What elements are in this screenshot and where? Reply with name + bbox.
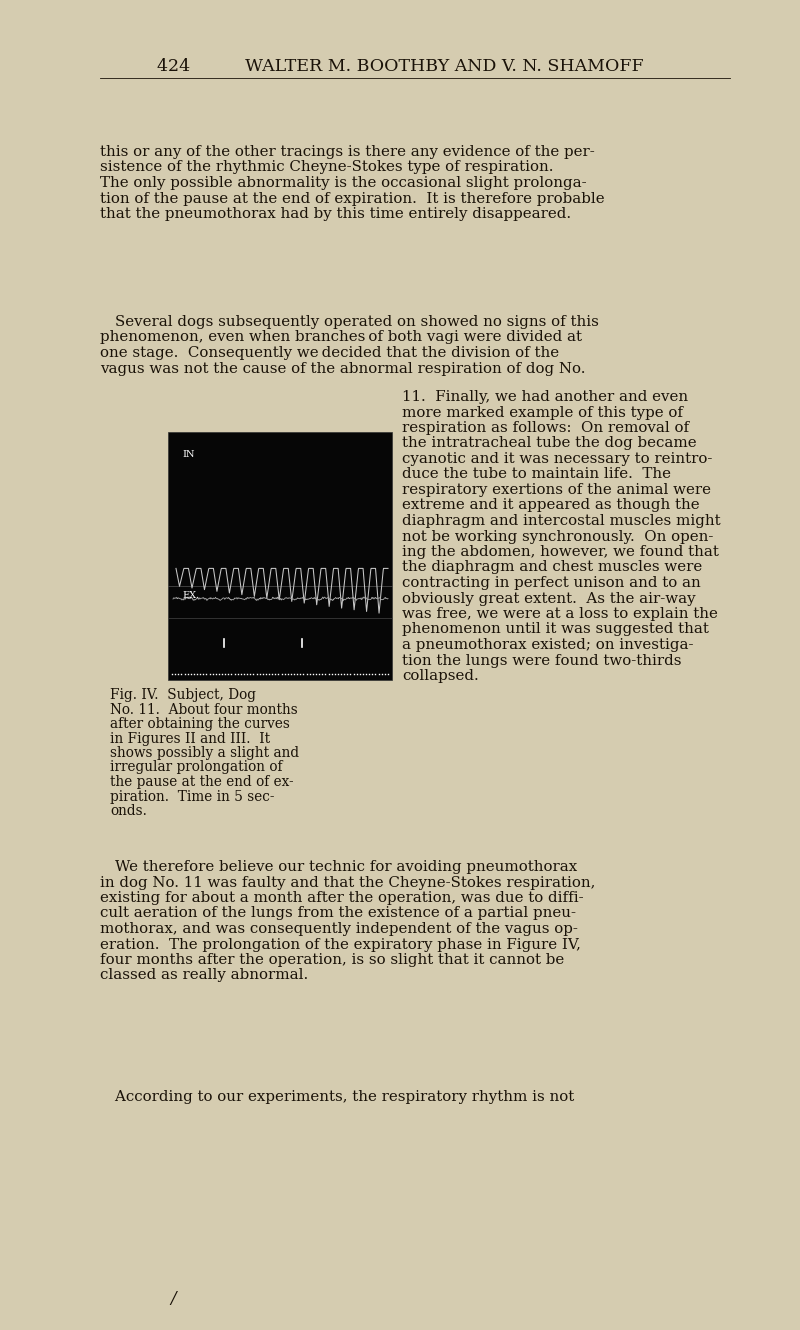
Text: 11.  Finally, we had another and even: 11. Finally, we had another and even bbox=[402, 390, 688, 404]
Text: existing for about a month after the operation, was due to diffi-: existing for about a month after the ope… bbox=[100, 891, 584, 904]
Text: piration.  Time in 5 sec-: piration. Time in 5 sec- bbox=[110, 790, 274, 803]
Text: IN: IN bbox=[182, 450, 194, 459]
Text: cult aeration of the lungs from the existence of a partial pneu-: cult aeration of the lungs from the exis… bbox=[100, 907, 576, 920]
Text: that the pneumothorax had by this time entirely disappeared.: that the pneumothorax had by this time e… bbox=[100, 207, 571, 221]
Text: According to our experiments, the respiratory rhythm is not: According to our experiments, the respir… bbox=[100, 1091, 574, 1104]
Text: eration.  The prolongation of the expiratory phase in Figure IV,: eration. The prolongation of the expirat… bbox=[100, 938, 581, 951]
Text: respiration as follows:  On removal of: respiration as follows: On removal of bbox=[402, 422, 689, 435]
Text: ing the abdomen, however, we found that: ing the abdomen, however, we found that bbox=[402, 545, 719, 559]
Text: the pause at the end of ex-: the pause at the end of ex- bbox=[110, 775, 294, 789]
Text: the intratracheal tube the dog became: the intratracheal tube the dog became bbox=[402, 436, 697, 451]
Text: Several dogs subsequently operated on showed no signs of this: Several dogs subsequently operated on sh… bbox=[100, 315, 599, 329]
Text: was free, we were at a loss to explain the: was free, we were at a loss to explain t… bbox=[402, 606, 718, 621]
Text: onds.: onds. bbox=[110, 805, 147, 818]
Text: more marked example of this type of: more marked example of this type of bbox=[402, 406, 683, 419]
Text: shows possibly a slight and: shows possibly a slight and bbox=[110, 746, 299, 759]
Text: extreme and it appeared as though the: extreme and it appeared as though the bbox=[402, 499, 700, 512]
Text: tion the lungs were found two-thirds: tion the lungs were found two-thirds bbox=[402, 653, 682, 668]
Text: 424          WALTER M. BOOTHBY AND V. N. SHAMOFF: 424 WALTER M. BOOTHBY AND V. N. SHAMOFF bbox=[157, 59, 643, 74]
Text: the diaphragm and chest muscles were: the diaphragm and chest muscles were bbox=[402, 560, 702, 575]
Text: tion of the pause at the end of expiration.  It is therefore probable: tion of the pause at the end of expirati… bbox=[100, 192, 605, 206]
Text: one stage.  Consequently we decided that the division of the: one stage. Consequently we decided that … bbox=[100, 346, 559, 360]
Text: sistence of the rhythmic Cheyne-Stokes type of respiration.: sistence of the rhythmic Cheyne-Stokes t… bbox=[100, 161, 554, 174]
Text: contracting in perfect unison and to an: contracting in perfect unison and to an bbox=[402, 576, 701, 591]
Text: irregular prolongation of: irregular prolongation of bbox=[110, 761, 282, 774]
Text: phenomenon, even when branches of both vagi were divided at: phenomenon, even when branches of both v… bbox=[100, 330, 582, 344]
Text: vagus was not the cause of the abnormal respiration of dog No.: vagus was not the cause of the abnormal … bbox=[100, 362, 586, 375]
Text: EX.: EX. bbox=[182, 592, 199, 600]
Text: /: / bbox=[170, 1290, 176, 1307]
Text: this or any of the other tracings is there any evidence of the per-: this or any of the other tracings is the… bbox=[100, 145, 594, 160]
Text: mothorax, and was consequently independent of the vagus op-: mothorax, and was consequently independe… bbox=[100, 922, 578, 936]
Text: classed as really abnormal.: classed as really abnormal. bbox=[100, 968, 308, 983]
Text: respiratory exertions of the animal were: respiratory exertions of the animal were bbox=[402, 483, 711, 497]
Text: duce the tube to maintain life.  The: duce the tube to maintain life. The bbox=[402, 468, 671, 481]
Text: phenomenon until it was suggested that: phenomenon until it was suggested that bbox=[402, 622, 709, 637]
Text: Fig. IV.  Subject, Dog: Fig. IV. Subject, Dog bbox=[110, 688, 256, 702]
Text: in Figures II and III.  It: in Figures II and III. It bbox=[110, 732, 270, 746]
Text: after obtaining the curves: after obtaining the curves bbox=[110, 717, 290, 732]
Text: not be working synchronously.  On open-: not be working synchronously. On open- bbox=[402, 529, 714, 544]
Text: We therefore believe our technic for avoiding pneumothorax: We therefore believe our technic for avo… bbox=[100, 861, 578, 874]
Text: No. 11.  About four months: No. 11. About four months bbox=[110, 702, 298, 717]
Bar bbox=[168, 432, 392, 680]
Text: cyanotic and it was necessary to reintro-: cyanotic and it was necessary to reintro… bbox=[402, 452, 712, 466]
Text: a pneumothorax existed; on investiga-: a pneumothorax existed; on investiga- bbox=[402, 638, 694, 652]
Text: diaphragm and intercostal muscles might: diaphragm and intercostal muscles might bbox=[402, 513, 721, 528]
Text: The only possible abnormality is the occasional slight prolonga-: The only possible abnormality is the occ… bbox=[100, 176, 586, 190]
Text: collapsed.: collapsed. bbox=[402, 669, 478, 684]
Text: obviously great extent.  As the air-way: obviously great extent. As the air-way bbox=[402, 592, 696, 605]
Text: four months after the operation, is so slight that it cannot be: four months after the operation, is so s… bbox=[100, 954, 564, 967]
Text: in dog No. 11 was faulty and that the Cheyne-Stokes respiration,: in dog No. 11 was faulty and that the Ch… bbox=[100, 875, 595, 890]
